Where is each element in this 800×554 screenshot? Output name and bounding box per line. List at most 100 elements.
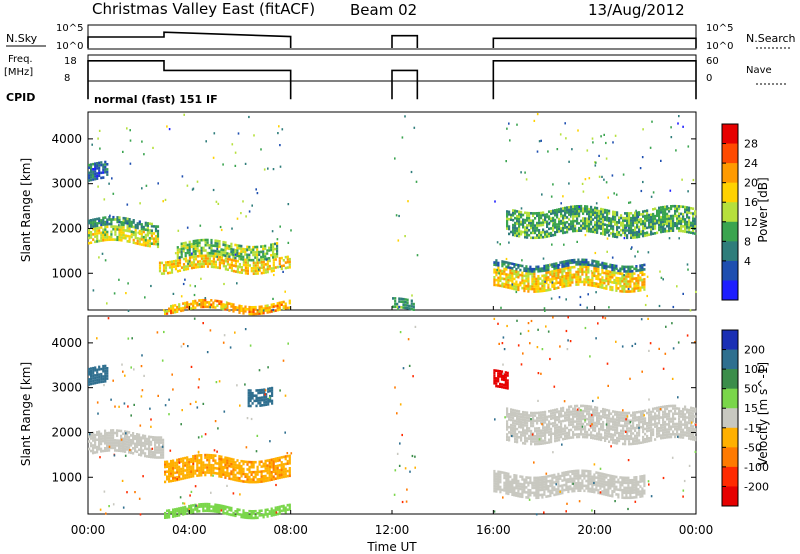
heatmap-cell <box>615 264 618 268</box>
heatmap-cell <box>598 217 601 220</box>
heatmap-cell <box>126 443 129 446</box>
heatmap-cell <box>126 430 129 434</box>
heatmap-cell <box>493 271 496 274</box>
heatmap-cell <box>204 473 207 477</box>
heatmap-cell <box>635 490 638 494</box>
heatmap-cell <box>222 307 225 311</box>
heatmap-cell <box>540 221 543 225</box>
heatmap-cell <box>242 470 245 473</box>
heatmap-cell <box>184 246 187 250</box>
heatmap-cell <box>576 412 579 415</box>
heatmap-cell <box>152 455 155 459</box>
heatmap-cell <box>272 258 275 262</box>
heatmap-cell <box>630 414 633 417</box>
heatmap-cell <box>611 477 614 480</box>
heatmap-cell <box>537 488 540 492</box>
heatmap-cell <box>152 146 154 149</box>
heatmap-cell <box>513 479 516 482</box>
heatmap-cell <box>540 211 543 215</box>
heatmap-cell <box>116 218 119 221</box>
heatmap-cell <box>526 419 529 422</box>
heatmap-cell <box>509 284 512 287</box>
heatmap-cell <box>228 255 231 258</box>
heatmap-cell <box>202 466 205 469</box>
heatmap-cell <box>536 411 539 415</box>
heatmap-cell <box>568 182 570 185</box>
heatmap-cell <box>232 458 235 461</box>
heatmap-cell <box>563 275 566 278</box>
heatmap-cell <box>508 436 511 439</box>
heatmap-cell <box>634 226 637 229</box>
heatmap-cell <box>144 452 147 455</box>
heatmap-cell <box>557 477 560 481</box>
heatmap-cell <box>639 477 642 481</box>
heatmap-cell <box>150 435 153 439</box>
heatmap-cell <box>581 484 584 487</box>
heatmap-cell <box>505 474 508 478</box>
heatmap-cell <box>506 412 509 416</box>
heatmap-cell <box>156 448 159 452</box>
heatmap-cell <box>288 503 291 507</box>
heatmap-cell <box>232 463 235 466</box>
heatmap-cell <box>535 489 538 492</box>
heatmap-cell <box>252 470 255 474</box>
heatmap-cell <box>678 214 681 218</box>
heatmap-cell <box>554 424 557 427</box>
heatmap-cell <box>170 307 173 310</box>
heatmap-cell <box>543 281 546 285</box>
heatmap-cell <box>176 466 179 469</box>
heatmap-cell <box>678 237 680 240</box>
heatmap-cell <box>590 436 593 439</box>
heatmap-cell <box>164 465 167 469</box>
heatmap-cell <box>156 237 160 241</box>
heatmap-cell <box>102 239 105 242</box>
heatmap-cell <box>556 225 559 229</box>
heatmap-cell <box>180 470 183 473</box>
heatmap-cell <box>240 247 243 250</box>
heatmap-cell <box>104 160 107 164</box>
heatmap-cell <box>541 274 544 278</box>
heatmap-cell <box>496 268 498 272</box>
heatmap-cell <box>196 241 199 245</box>
heatmap-cell <box>553 488 556 492</box>
heatmap-cell <box>601 278 604 282</box>
heatmap-cell <box>98 239 101 243</box>
heatmap-cell <box>180 509 183 512</box>
heatmap-cell <box>582 219 585 223</box>
heatmap-cell <box>260 480 263 483</box>
heatmap-cell <box>536 113 539 116</box>
heatmap-cell <box>236 459 239 462</box>
heatmap-cell <box>591 274 594 277</box>
heatmap-cell <box>150 453 153 456</box>
heatmap-cell <box>240 268 243 272</box>
heatmap-cell <box>511 283 514 286</box>
heatmap-cell <box>533 481 536 485</box>
heatmap-cell <box>585 265 588 269</box>
heatmap-cell <box>607 231 610 234</box>
heatmap-cell <box>174 471 177 475</box>
heatmap-cell <box>394 297 397 300</box>
heatmap-cell <box>551 486 554 490</box>
heatmap-cell <box>571 259 574 262</box>
heatmap-cell <box>166 312 169 315</box>
heatmap-cell <box>511 279 514 283</box>
heatmap-cell <box>600 438 603 442</box>
heatmap-cell <box>554 209 557 212</box>
heatmap-cell <box>170 479 173 483</box>
heatmap-cell <box>553 287 556 290</box>
heatmap-cell <box>244 511 247 515</box>
heatmap-cell <box>565 260 568 263</box>
heatmap-cell <box>594 421 597 425</box>
heatmap-cell <box>623 274 625 277</box>
heatmap-cell <box>254 480 257 484</box>
heatmap-cell <box>172 472 175 475</box>
heatmap-cell <box>164 261 168 264</box>
heatmap-cell <box>553 476 556 479</box>
heatmap-cell <box>493 487 496 490</box>
heatmap-cell <box>268 306 271 309</box>
heatmap-cell <box>509 480 512 484</box>
heatmap-cell <box>130 225 133 228</box>
heatmap-cell <box>103 198 106 201</box>
heatmap-cell <box>545 266 548 270</box>
heatmap-cell <box>619 476 622 479</box>
